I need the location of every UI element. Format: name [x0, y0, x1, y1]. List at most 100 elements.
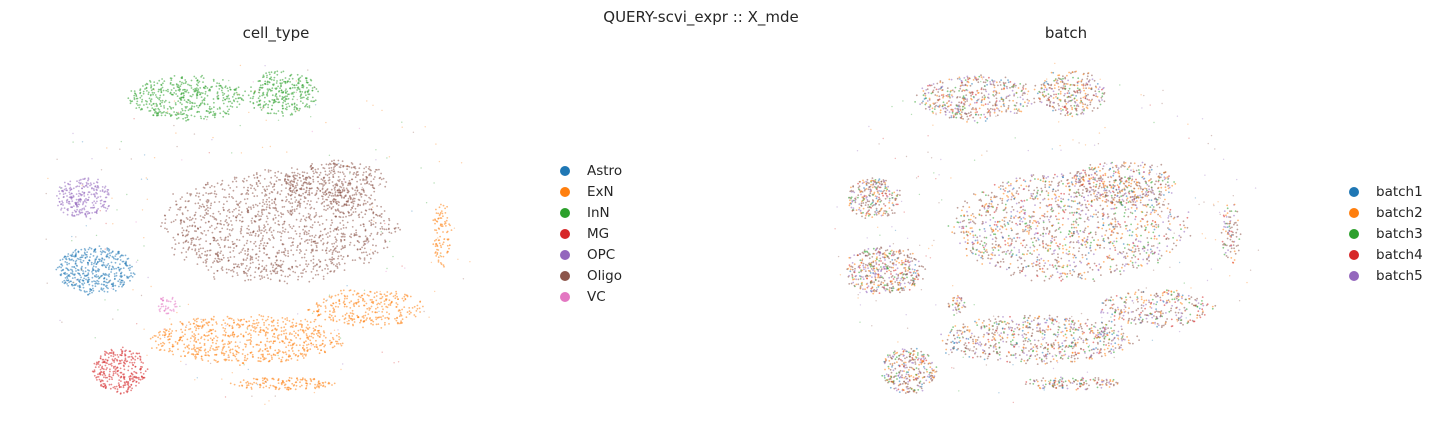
scatter-point [292, 185, 295, 188]
scatter-point [117, 356, 120, 358]
scatter-point [279, 193, 282, 196]
scatter-point [256, 378, 259, 381]
scatter-point [245, 331, 247, 334]
scatter-point [323, 335, 325, 337]
scatter-point [149, 79, 151, 82]
scatter-point [257, 259, 260, 262]
scatter-point [224, 85, 227, 87]
scatter-point [250, 334, 252, 336]
scatter-point [241, 353, 244, 355]
scatter-point [291, 350, 294, 352]
scatter-point [203, 117, 205, 120]
scatter-point [288, 200, 290, 203]
scatter-point [255, 382, 258, 385]
scatter-point [372, 223, 375, 226]
scatter-point [74, 267, 77, 270]
scatter-point [294, 354, 297, 357]
scatter-point [268, 257, 271, 259]
scatter-point [233, 321, 236, 324]
scatter-point [235, 358, 238, 360]
scatter-point [101, 251, 103, 254]
scatter-point [249, 97, 252, 99]
scatter-point [60, 187, 62, 189]
scatter-point [110, 252, 113, 254]
scatter-point [233, 208, 236, 211]
scatter-point [117, 252, 119, 255]
scatter-point [289, 187, 292, 189]
scatter-point [370, 319, 372, 322]
scatter-point [296, 205, 299, 208]
scatter-point [118, 384, 121, 386]
scatter-point [434, 251, 437, 253]
scatter-point [96, 376, 99, 378]
scatter-point [263, 242, 266, 244]
scatter-point [67, 253, 70, 255]
scatter-point [275, 82, 278, 84]
scatter-point [104, 384, 107, 386]
scatter-point [268, 228, 271, 230]
scatter-point [300, 218, 303, 221]
scatter-point [306, 86, 308, 89]
scatter-point [380, 316, 382, 318]
scatter-point [186, 116, 189, 119]
scatter-point [357, 173, 360, 176]
scatter-point [145, 87, 148, 90]
scatter-point [283, 253, 286, 256]
scatter-point [168, 335, 170, 337]
scatter-point [273, 112, 276, 115]
scatter-point [161, 86, 164, 89]
scatter-point [283, 231, 286, 233]
scatter-point [219, 213, 222, 215]
scatter-point [435, 255, 438, 257]
scatter-point [384, 222, 386, 225]
scatter-point [195, 104, 198, 107]
scatter-point [302, 344, 305, 347]
scatter-point [79, 281, 81, 284]
scatter-point [371, 311, 374, 313]
scatter-point [118, 278, 121, 281]
scatter-point [299, 100, 302, 103]
scatter-point [231, 269, 234, 271]
scatter-point [299, 337, 302, 340]
scatter-point [252, 102, 255, 105]
scatter-point [60, 187, 63, 189]
scatter-point [200, 219, 203, 221]
scatter-point [302, 192, 304, 195]
scatter-point [108, 363, 110, 366]
scatter-point [204, 335, 207, 337]
scatter-point [163, 101, 166, 103]
scatter-point [270, 263, 273, 266]
scatter-point [221, 227, 224, 230]
scatter-point [287, 344, 290, 347]
scatter-point [240, 251, 242, 254]
scatter-point [320, 349, 323, 352]
scatter-point [251, 97, 254, 100]
scatter-point [146, 90, 148, 92]
scatter-point [184, 109, 187, 112]
scatter-point [127, 97, 130, 100]
scatter-point [289, 268, 292, 271]
scatter-point [87, 269, 89, 271]
scatter-point [307, 96, 309, 99]
scatter-point [88, 191, 91, 194]
scatter-point [270, 316, 273, 319]
scatter-point [320, 305, 322, 308]
scatter-point [132, 272, 135, 275]
scatter-point [162, 330, 165, 333]
scatter-point [174, 102, 177, 104]
scatter-point [104, 299, 106, 301]
scatter-point [130, 274, 132, 277]
scatter-point [276, 322, 279, 324]
scatter-point [321, 249, 324, 252]
scatter-point [95, 197, 98, 200]
scatter-point [158, 79, 161, 82]
scatter-point [236, 93, 239, 96]
scatter-point [191, 108, 193, 110]
scatter-point [284, 318, 287, 320]
scatter-point [184, 90, 186, 93]
scatter-point [424, 126, 426, 128]
scatter-point [342, 233, 344, 236]
scatter-point [333, 242, 336, 245]
scatter-point [239, 230, 242, 233]
scatter-point [216, 96, 219, 98]
